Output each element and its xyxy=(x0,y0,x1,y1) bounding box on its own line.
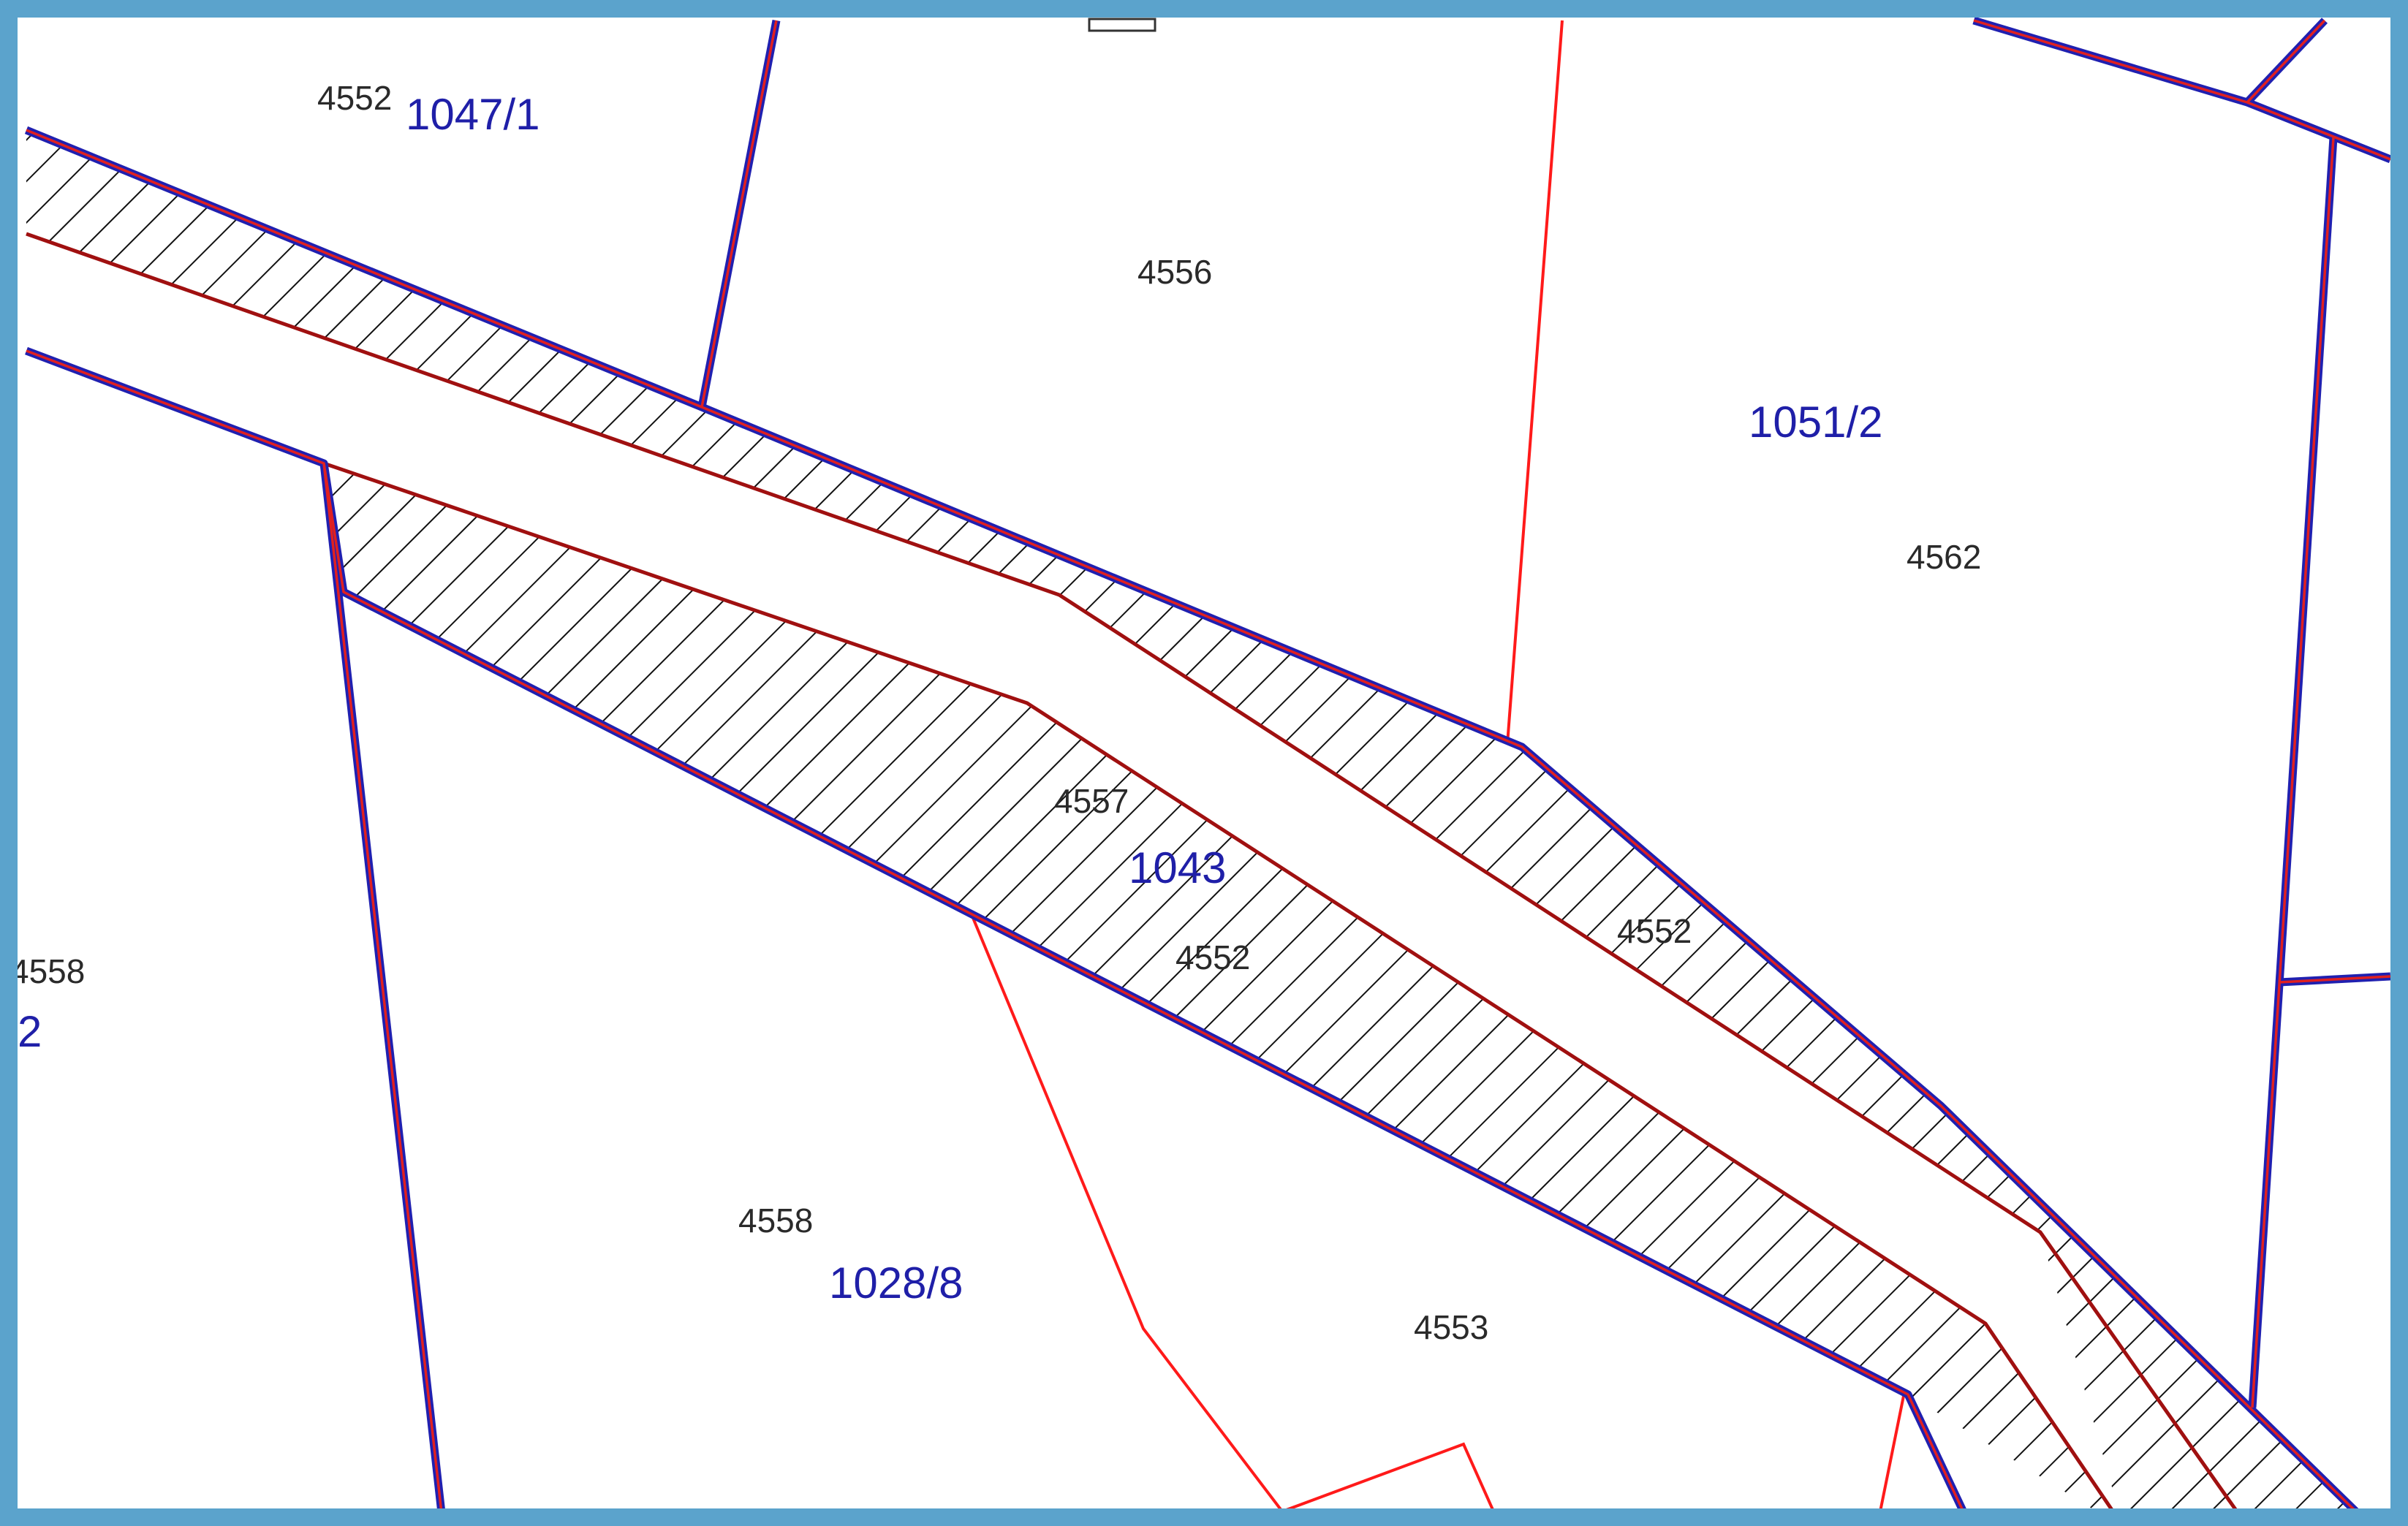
map-marker xyxy=(1088,18,1156,32)
plot-number-4556: 4556 xyxy=(1137,253,1212,291)
plot-number-4558: 4558 xyxy=(738,1202,813,1240)
thin-boundary-1 xyxy=(1506,20,1564,745)
parcel-label-1051-2: 1051/2 xyxy=(1749,398,1883,447)
plot-number-4552-center: 4552 xyxy=(1175,938,1250,976)
plot-number-4557: 4557 xyxy=(1054,782,1129,820)
parcel-boundaries xyxy=(24,18,2390,1508)
plot-number-4552-right: 4552 xyxy=(1617,912,1692,950)
plot-number-4558-edge: 4558 xyxy=(10,952,85,990)
plot-number-4562: 4562 xyxy=(1907,538,1981,576)
parcel-label-1043: 1043 xyxy=(1129,843,1226,892)
road-strip-lower xyxy=(324,463,2111,1508)
thin-boundary-3 xyxy=(1879,1395,1905,1508)
road-strip-upper xyxy=(26,130,2353,1508)
plot-number-4553: 4553 xyxy=(1414,1308,1488,1346)
strip-edge-b xyxy=(323,461,2113,1508)
parcel-label-1028-8: 1028/8 xyxy=(829,1259,963,1307)
parcel-label-1047-1: 1047/1 xyxy=(406,90,540,139)
plot-number-4552-topleft: 4552 xyxy=(317,79,392,117)
strip-edge-a xyxy=(26,232,2238,1508)
parcel-label-2-edge: 2 xyxy=(18,1007,42,1056)
thin-boundary-2 xyxy=(972,917,1494,1508)
